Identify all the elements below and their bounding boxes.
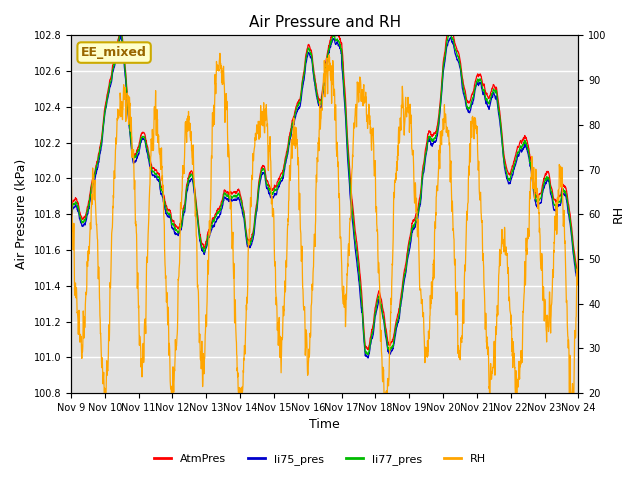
li75_pres [350,236,358,242]
RH [544,324,552,329]
li75_pres [472,83,480,88]
Line: li75_pres: li75_pres [71,36,579,358]
li75_pres [364,355,372,361]
li77_pres [116,29,124,35]
li77_pres [364,352,371,358]
AtmPres [209,215,216,221]
li77_pres [544,174,552,180]
li77_pres [575,276,582,282]
li77_pres [67,216,75,221]
RH [472,123,480,129]
li75_pres [339,77,347,83]
RH [216,50,224,56]
RH [340,301,348,307]
RH [100,390,108,396]
Y-axis label: RH: RH [612,205,625,223]
RH [351,125,358,131]
AtmPres [472,76,480,82]
Line: li77_pres: li77_pres [71,32,579,355]
li77_pres [472,81,480,87]
AtmPres [544,168,552,174]
Y-axis label: Air Pressure (kPa): Air Pressure (kPa) [15,159,28,269]
li77_pres [209,218,216,224]
AtmPres [364,347,372,352]
Line: RH: RH [71,53,579,393]
Title: Air Pressure and RH: Air Pressure and RH [248,15,401,30]
li75_pres [575,281,582,287]
AtmPres [67,212,75,218]
Legend: AtmPres, li75_pres, li77_pres, RH: AtmPres, li75_pres, li77_pres, RH [150,450,490,469]
RH [575,238,582,243]
RH [530,179,538,184]
li75_pres [530,191,538,196]
li77_pres [530,187,538,192]
X-axis label: Time: Time [309,419,340,432]
RH [209,118,216,124]
Line: AtmPres: AtmPres [71,28,579,349]
AtmPres [575,272,582,278]
AtmPres [117,25,125,31]
AtmPres [350,219,358,225]
li77_pres [339,69,347,74]
li75_pres [544,177,552,182]
AtmPres [339,59,347,65]
li75_pres [209,223,216,228]
Text: EE_mixed: EE_mixed [81,46,147,59]
li77_pres [350,229,358,235]
li75_pres [67,219,75,225]
AtmPres [530,181,538,187]
RH [67,180,75,186]
li75_pres [117,33,125,39]
